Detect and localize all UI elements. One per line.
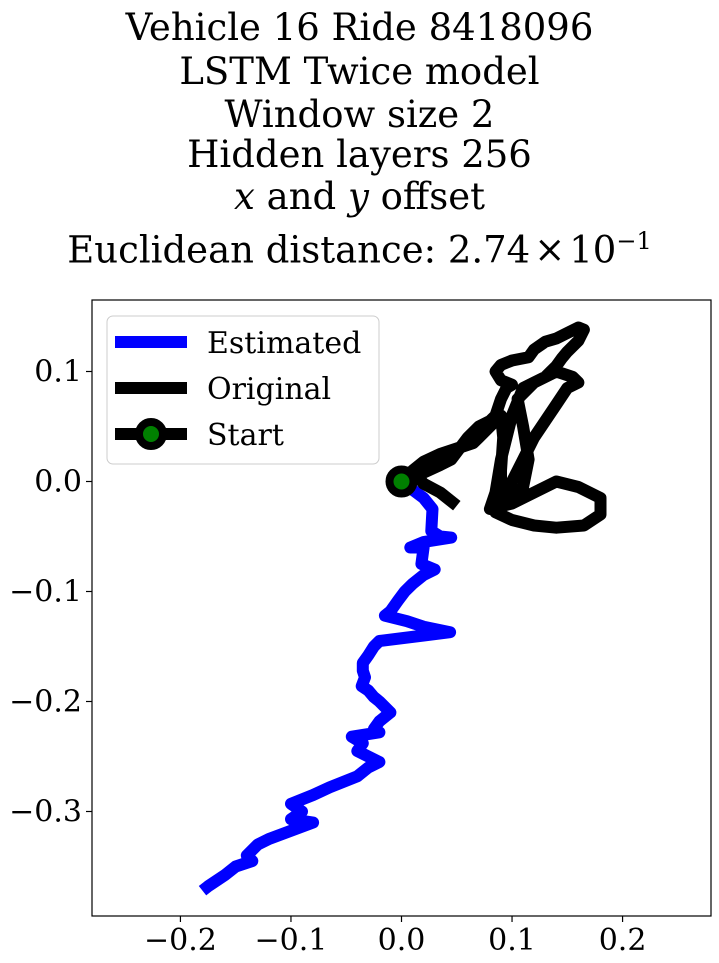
y-tick-label: −0.2 xyxy=(9,685,82,720)
title-line-6: Euclidean distance: 2.74 × 10−1 xyxy=(0,219,719,272)
title-line-2: LSTM Twice model xyxy=(179,50,540,93)
title-distance-exponent: −1 xyxy=(616,227,652,255)
x-tick-label: 0.1 xyxy=(488,923,536,958)
x-tick-label: 0.0 xyxy=(378,923,426,958)
legend: Estimated Original Start xyxy=(106,315,380,465)
y-tick-label: 0.1 xyxy=(34,355,82,390)
title-line-3: Window size 2 xyxy=(224,93,495,136)
series-line-original xyxy=(399,321,607,534)
x-tick-label: −0.1 xyxy=(255,923,328,958)
legend-label-estimated: Estimated xyxy=(207,326,361,361)
title-y-symbol: y xyxy=(347,175,369,218)
title-distance-base: 10 xyxy=(569,228,617,272)
legend-label-original: Original xyxy=(207,372,331,407)
x-tick-label: 0.2 xyxy=(599,923,647,958)
title-x-symbol: x xyxy=(234,175,255,218)
y-tick-label: −0.3 xyxy=(9,795,82,830)
title-distance-mantissa: 2.74 xyxy=(447,228,531,272)
title-line-5: x and y offset xyxy=(0,175,719,219)
legend-start-marker xyxy=(135,418,167,450)
title-distance-prefix: Euclidean distance: xyxy=(67,228,448,272)
series-line-estimated xyxy=(198,476,458,896)
title-offset-word: offset xyxy=(380,175,485,218)
title-line-1: Vehicle 16 Ride 8418096 xyxy=(125,6,594,49)
x-tick-label: −0.2 xyxy=(144,923,217,958)
title-distance-times: × xyxy=(534,228,566,272)
title-and-word: and xyxy=(266,175,337,218)
start-marker xyxy=(385,465,418,498)
y-tick-label: −0.1 xyxy=(9,575,82,610)
legend-box xyxy=(106,315,380,465)
title-line-4: Hidden layers 256 xyxy=(187,133,532,176)
y-tick-label: 0.0 xyxy=(34,465,82,500)
legend-label-start: Start xyxy=(207,418,284,453)
